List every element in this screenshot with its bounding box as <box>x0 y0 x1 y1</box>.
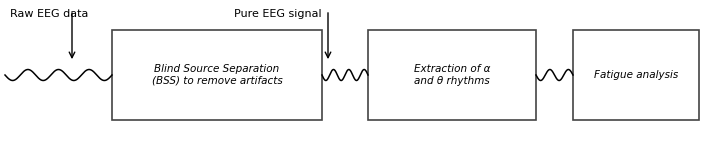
Text: Raw EEG data: Raw EEG data <box>10 9 89 19</box>
Bar <box>112 30 322 120</box>
Text: Pure EEG signal: Pure EEG signal <box>234 9 322 19</box>
Bar <box>368 30 536 120</box>
Bar <box>573 30 699 120</box>
Text: Fatigue analysis: Fatigue analysis <box>594 70 678 80</box>
Text: Blind Source Separation
(BSS) to remove artifacts: Blind Source Separation (BSS) to remove … <box>152 64 282 86</box>
Text: Extraction of α
and θ rhythms: Extraction of α and θ rhythms <box>414 64 490 86</box>
